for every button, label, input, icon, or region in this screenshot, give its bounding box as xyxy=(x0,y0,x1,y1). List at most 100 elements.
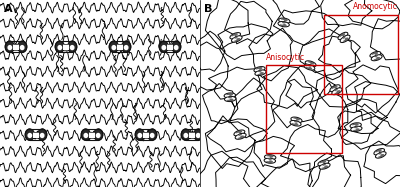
Ellipse shape xyxy=(374,148,384,155)
Bar xyxy=(63,44,69,50)
Ellipse shape xyxy=(320,160,326,164)
Ellipse shape xyxy=(376,152,379,154)
Ellipse shape xyxy=(236,131,242,134)
Text: A: A xyxy=(4,4,13,14)
Ellipse shape xyxy=(135,129,144,140)
Ellipse shape xyxy=(281,18,288,21)
Ellipse shape xyxy=(319,163,330,169)
Ellipse shape xyxy=(264,158,276,163)
Ellipse shape xyxy=(279,18,290,23)
Ellipse shape xyxy=(266,156,270,158)
Ellipse shape xyxy=(342,39,345,41)
Bar xyxy=(143,132,149,137)
Ellipse shape xyxy=(290,120,301,126)
Ellipse shape xyxy=(305,61,316,67)
Ellipse shape xyxy=(18,41,27,52)
Ellipse shape xyxy=(374,57,380,60)
Ellipse shape xyxy=(306,66,309,67)
Ellipse shape xyxy=(280,24,287,26)
Ellipse shape xyxy=(340,35,350,42)
Bar xyxy=(33,132,39,137)
Ellipse shape xyxy=(122,41,131,52)
Ellipse shape xyxy=(138,133,142,138)
Bar xyxy=(13,44,19,50)
Ellipse shape xyxy=(375,56,377,57)
Ellipse shape xyxy=(233,39,237,41)
Ellipse shape xyxy=(338,32,348,40)
Ellipse shape xyxy=(112,45,116,50)
Ellipse shape xyxy=(148,129,157,140)
Ellipse shape xyxy=(377,155,381,157)
Ellipse shape xyxy=(309,65,311,66)
Ellipse shape xyxy=(308,61,314,65)
Ellipse shape xyxy=(234,130,245,136)
Ellipse shape xyxy=(343,37,348,42)
Ellipse shape xyxy=(292,122,295,124)
Ellipse shape xyxy=(376,152,386,158)
Ellipse shape xyxy=(255,70,266,76)
Ellipse shape xyxy=(340,36,343,38)
Ellipse shape xyxy=(280,20,284,21)
Ellipse shape xyxy=(293,117,300,121)
Ellipse shape xyxy=(226,95,230,96)
Ellipse shape xyxy=(162,45,166,50)
Ellipse shape xyxy=(306,66,312,70)
Ellipse shape xyxy=(292,122,298,126)
Ellipse shape xyxy=(354,127,358,128)
Ellipse shape xyxy=(257,72,264,75)
Ellipse shape xyxy=(81,129,90,140)
Ellipse shape xyxy=(266,160,270,161)
Ellipse shape xyxy=(124,45,128,50)
Ellipse shape xyxy=(5,41,14,52)
Ellipse shape xyxy=(376,149,382,153)
Bar xyxy=(89,132,95,137)
Bar xyxy=(324,15,398,94)
Ellipse shape xyxy=(294,121,298,122)
Ellipse shape xyxy=(372,52,378,55)
Ellipse shape xyxy=(239,134,241,135)
Ellipse shape xyxy=(20,45,24,50)
Ellipse shape xyxy=(235,37,237,38)
Ellipse shape xyxy=(224,93,236,98)
Ellipse shape xyxy=(293,119,296,120)
Ellipse shape xyxy=(38,129,47,140)
Ellipse shape xyxy=(181,129,190,140)
Ellipse shape xyxy=(174,45,178,50)
Ellipse shape xyxy=(257,72,260,74)
Ellipse shape xyxy=(379,153,381,154)
Ellipse shape xyxy=(224,96,236,102)
Ellipse shape xyxy=(40,133,44,138)
Ellipse shape xyxy=(330,85,340,92)
Ellipse shape xyxy=(256,67,262,70)
Ellipse shape xyxy=(352,123,359,126)
Ellipse shape xyxy=(84,133,88,138)
Ellipse shape xyxy=(373,58,376,59)
Text: Anisocytic: Anisocytic xyxy=(266,53,305,62)
Ellipse shape xyxy=(172,41,181,52)
Ellipse shape xyxy=(332,88,342,95)
Ellipse shape xyxy=(280,23,284,24)
Ellipse shape xyxy=(323,164,325,165)
Ellipse shape xyxy=(322,165,328,169)
Ellipse shape xyxy=(226,98,230,100)
Ellipse shape xyxy=(237,136,240,138)
Ellipse shape xyxy=(340,33,345,37)
Bar xyxy=(167,44,173,50)
Ellipse shape xyxy=(307,62,310,64)
Ellipse shape xyxy=(232,36,242,42)
Ellipse shape xyxy=(318,160,329,166)
Ellipse shape xyxy=(304,64,315,70)
Ellipse shape xyxy=(94,129,103,140)
Ellipse shape xyxy=(264,155,276,160)
Ellipse shape xyxy=(291,117,302,123)
Ellipse shape xyxy=(268,158,272,160)
Ellipse shape xyxy=(334,90,340,94)
Ellipse shape xyxy=(28,133,32,138)
Ellipse shape xyxy=(371,55,382,61)
Text: Anomocytic: Anomocytic xyxy=(353,2,398,11)
Ellipse shape xyxy=(238,135,244,139)
Ellipse shape xyxy=(352,128,356,130)
Ellipse shape xyxy=(194,129,203,140)
Bar xyxy=(266,65,342,153)
Ellipse shape xyxy=(196,133,200,138)
